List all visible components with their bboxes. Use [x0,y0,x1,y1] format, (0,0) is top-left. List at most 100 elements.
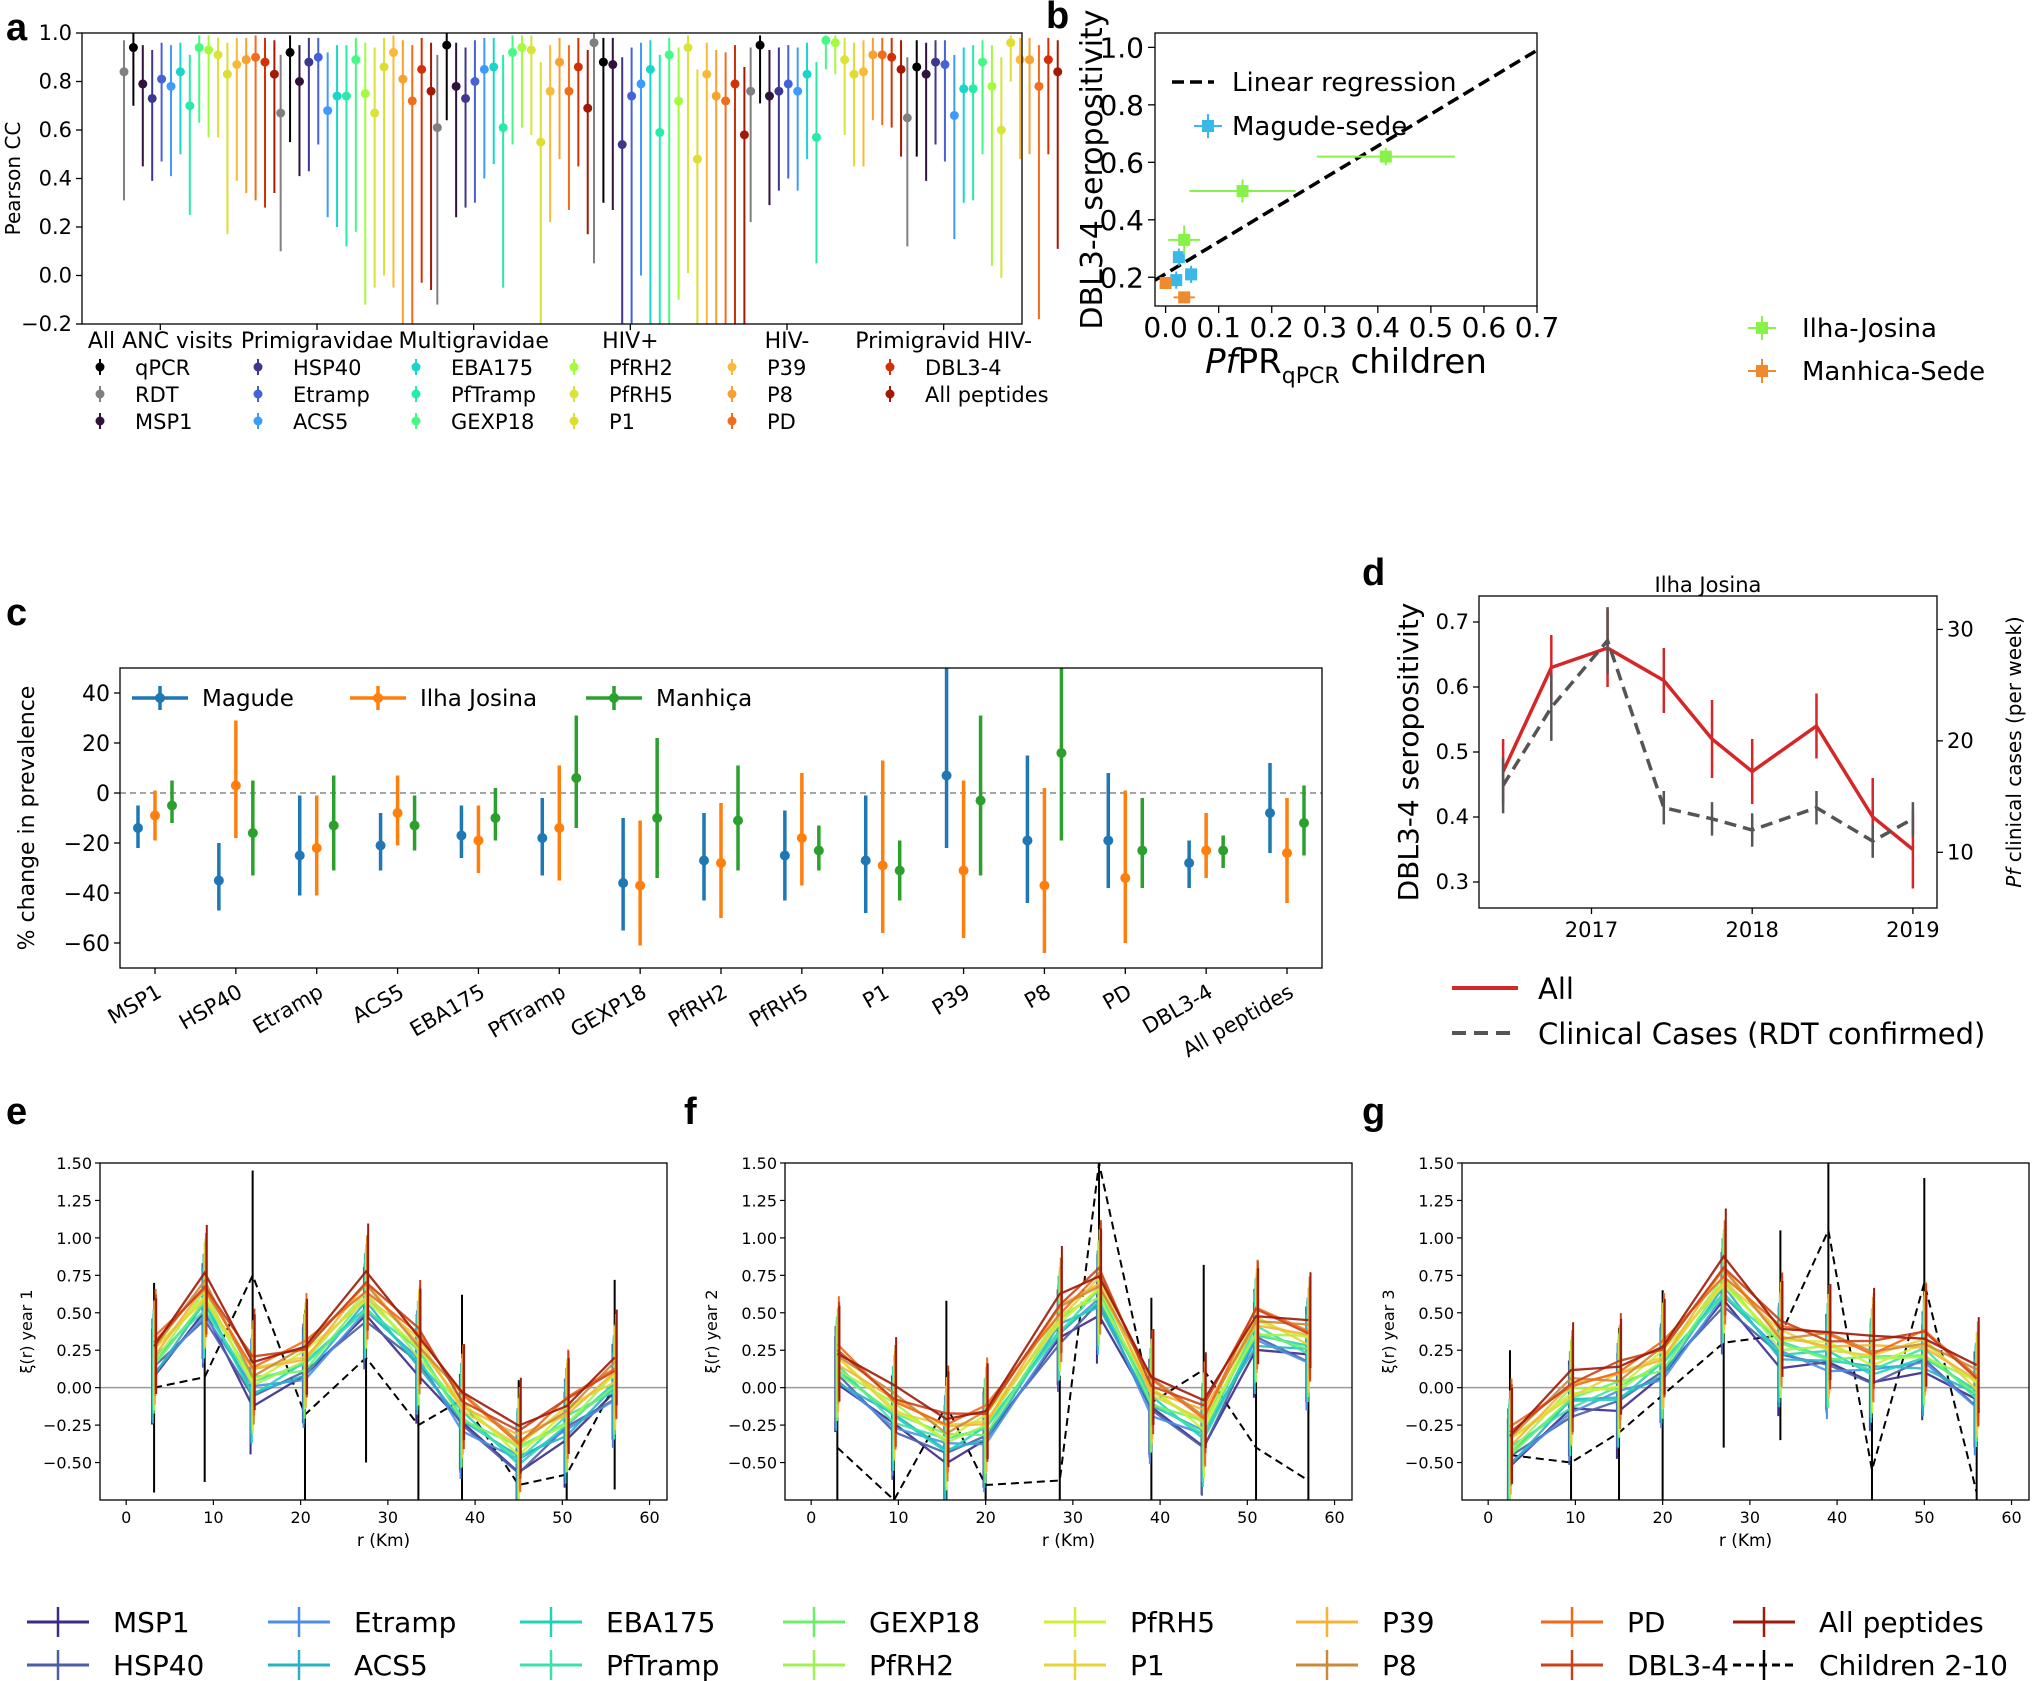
point-PfRH2 [204,45,214,55]
y-tick-label: 0.25 [56,1341,92,1360]
legend-label-P39: P39 [1382,1606,1435,1639]
legend-label-PfRH2: PfRH2 [869,1649,954,1681]
point-P1 [692,154,702,164]
legend-label-Ilha-Josina: Ilha-Josina [1802,314,1937,344]
x-tick-label: 60 [1324,1508,1344,1527]
legend-label-All peptides: All peptides [925,383,1049,407]
y2-tick-label: 30 [1947,617,1974,641]
x-tick-label: 40 [1827,1508,1847,1527]
y2-tick-label: 20 [1947,729,1974,753]
x-axis-label: PfPRqPCR children [1205,342,1487,389]
legend-label-P8: P8 [1382,1649,1417,1681]
y-axis-label: ξ(r) year 2 [702,1289,721,1373]
regression-line [1154,48,1538,282]
point-P39 [545,86,555,96]
point-P8 [241,55,251,65]
legend-label-Etramp: Etramp [354,1606,456,1639]
point-MSP1 [764,91,774,101]
legend-label-MSP1: MSP1 [113,1606,190,1639]
y2-axis-label-italic: Pf [2002,866,2026,888]
x-tick-label: PfRH2 [664,980,731,1033]
point-Ilha Josina [1282,848,1292,858]
point-qPCR [912,62,922,72]
point-Manhica-Sede [1159,277,1172,290]
point-PfRH5 [840,55,850,65]
point-HSP40 [617,140,627,150]
point-Manhiça [490,813,501,823]
point-qPCR [755,40,765,50]
y-tick-label: 0.2 [39,215,72,239]
point-Manhiça [1299,818,1309,828]
legend-marker-All peptides [885,389,895,399]
y-axis-label: Pearson CC [1,122,25,236]
y-tick-label: 0.5 [1436,740,1469,764]
x-tick-label: 0.0 [1143,311,1188,344]
point-Manhiça [247,828,258,838]
x-tick-label: HIV+ [602,329,659,354]
series-line-All peptides [1509,1254,1978,1437]
point-All peptides [269,69,279,79]
y-tick-label: 40 [82,682,110,707]
y-axis-label: ξ(r) year 3 [1379,1289,1398,1373]
x-tick-label: 60 [639,1508,659,1527]
x-axis-label: r (Km) [1719,1531,1772,1551]
legend-label-Manhica-Sede: Manhica-Sede [1802,357,1985,387]
point-Manhiça [975,795,986,806]
point-PD [564,86,574,96]
legend-label-PD: PD [1627,1606,1665,1639]
x-tick-label: All ANC visits [88,329,233,354]
legend-label-Children 2-10: Children 2-10 [1819,1649,2008,1681]
y-tick-label: 1.50 [1418,1154,1454,1173]
x-tick-label: 0.4 [1356,311,1401,344]
point-Magude [294,850,305,861]
y2-axis-label: Pf clinical cases (per week) [2002,616,2026,887]
legend-marker-Magude-sede [1202,120,1214,132]
series-line-PfTramp [153,1308,616,1462]
legend-label-EBA175: EBA175 [451,356,533,380]
series-line-HSP40 [836,1300,1309,1455]
y-tick-label: 0.75 [741,1266,777,1285]
legend-label-PfRH2: PfRH2 [609,356,673,380]
x-tick-label: Multigravidae [398,329,548,354]
x-tick-label: 10 [888,1508,908,1527]
y-tick-label: −0.50 [1405,1454,1454,1473]
point-Ilha-Josina [1236,185,1249,198]
point-DBL3-4 [417,64,427,74]
point-DBL3-4 [260,57,270,67]
legend-label-ACS5: ACS5 [354,1649,428,1681]
point-Ilha Josina [877,860,888,871]
legend-marker-P39 [727,362,737,372]
legend-label-PfTramp: PfTramp [606,1649,719,1681]
point-Manhiça [894,865,905,876]
y-tick-label: 1.25 [1418,1191,1454,1210]
point-PfRH5 [526,45,536,55]
x-tick-label: 10 [1565,1508,1585,1527]
point-Manhiça [652,813,663,823]
y-axis-label: % change in prevalence [15,686,40,951]
x-axis-label-main: PR [1238,342,1282,382]
point-All peptides [426,86,436,96]
point-Magude [1184,858,1195,868]
point-MSP1 [608,60,618,70]
point-Ilha Josina [554,823,565,833]
legend-label-clinical: Clinical Cases (RDT confirmed) [1538,1017,1985,1051]
point-PfTramp [498,123,508,133]
x-tick-label: 2017 [1565,918,1618,942]
y-tick-label: 0.2 [1099,261,1144,294]
point-Etramp [313,52,323,62]
x-tick-label: 2019 [1886,918,1939,942]
point-MSP1 [138,79,148,89]
series-line-DBL3-4 [836,1266,1309,1416]
point-GEXP18 [664,50,674,60]
legend-marker-Etramp [253,389,263,399]
point-P8 [711,91,721,101]
y-tick-label: 0.4 [1436,805,1469,829]
plot-frame-a [81,32,1023,325]
point-Ilha Josina [796,833,807,843]
x-axis-label-italic: Pf [1205,342,1243,382]
legend-label-P1: P1 [1130,1649,1165,1681]
point-PfRH2 [360,89,370,99]
point-P1 [849,69,859,79]
y-tick-label: 1.50 [56,1154,92,1173]
x-tick-label: P39 [928,980,974,1020]
